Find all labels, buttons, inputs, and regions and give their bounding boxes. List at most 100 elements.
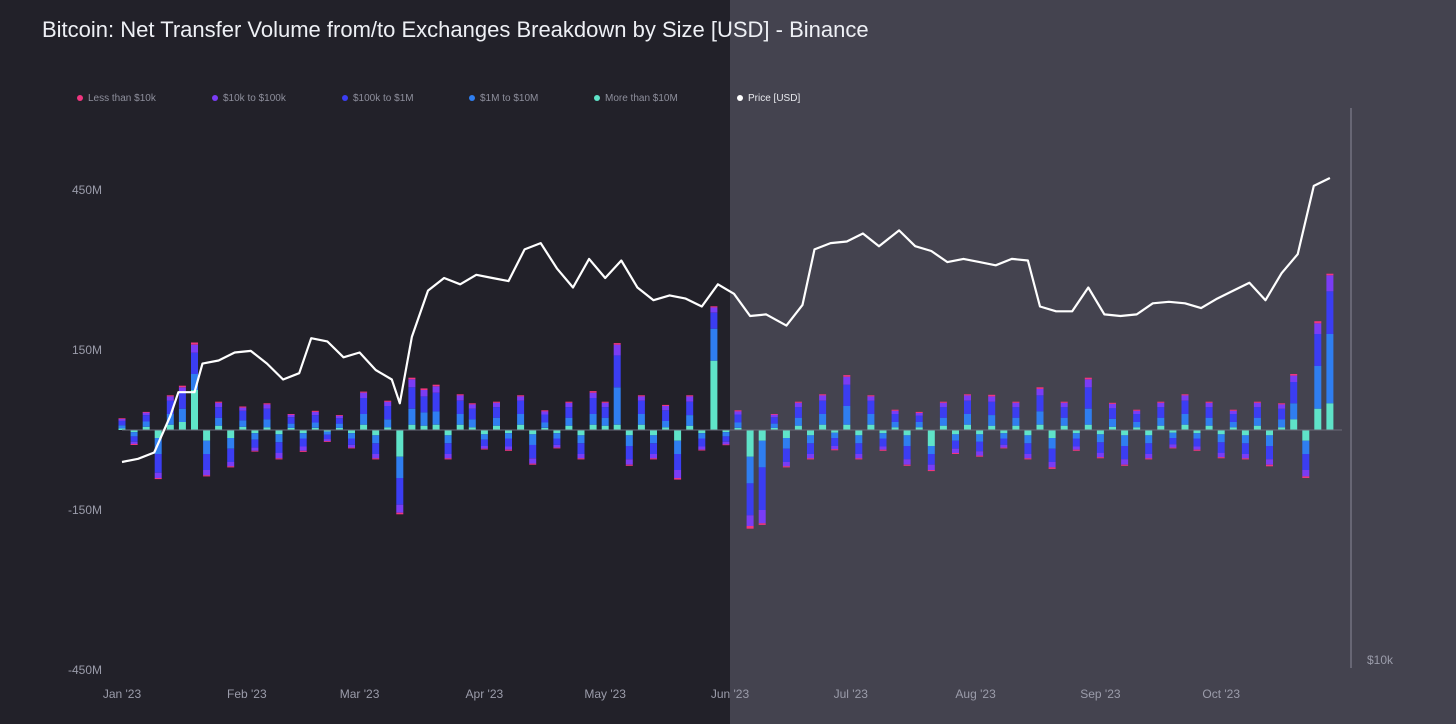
bar-segment-less_than_10k [819, 394, 827, 396]
bar-segment-1m_to_10m [879, 433, 887, 439]
bar-segment-more_than_10m [1024, 430, 1032, 436]
bar-segment-1m_to_10m [456, 414, 464, 425]
legend-label-less_than_10k[interactable]: Less than $10k [88, 93, 157, 104]
bar-segment-less_than_10k [154, 478, 162, 480]
bar-segment-1m_to_10m [505, 433, 512, 439]
bar-segment-1m_to_10m [517, 414, 525, 425]
bar-segment-100k_to_1m [166, 400, 174, 414]
legend-marker-100k_to_1m [342, 95, 348, 101]
bar-segment-100k_to_1m [988, 401, 996, 415]
bar-segment-100k_to_1m [1205, 407, 1213, 418]
bar-segment-10k_to_100k [637, 396, 645, 401]
bar-segment-more_than_10m [625, 430, 633, 436]
bar-segment-10k_to_100k [879, 446, 887, 450]
bar-segment-10k_to_100k [529, 458, 537, 464]
bar-segment-more_than_10m [420, 425, 428, 430]
bar-segment-1m_to_10m [1072, 433, 1080, 439]
bar-segment-10k_to_100k [1169, 444, 1177, 448]
y-tick-label: 450M [72, 183, 102, 197]
bar-segment-100k_to_1m [1024, 443, 1032, 454]
bar-segment-1m_to_10m [782, 438, 790, 449]
bar-segment-less_than_10k [1096, 457, 1104, 459]
bar-segment-more_than_10m [710, 360, 718, 430]
bar-segment-100k_to_1m [1133, 414, 1141, 422]
bar-segment-less_than_10k [758, 523, 766, 525]
bar-segment-more_than_10m [1253, 425, 1261, 430]
bar-segment-100k_to_1m [1217, 442, 1225, 453]
bar-segment-10k_to_100k [770, 414, 778, 418]
bar-segment-1m_to_10m [384, 419, 392, 428]
bar-segment-100k_to_1m [1302, 454, 1310, 470]
x-tick-label: Jun '23 [711, 687, 750, 701]
bar-segment-1m_to_10m [372, 435, 380, 444]
bar-segment-more_than_10m [348, 430, 355, 434]
bar-segment-less_than_10k [1290, 374, 1298, 376]
bar-segment-1m_to_10m [263, 419, 271, 428]
bar-segment-100k_to_1m [1012, 407, 1020, 418]
bar-segment-more_than_10m [215, 425, 223, 430]
bar-segment-more_than_10m [698, 430, 706, 434]
bar-segment-100k_to_1m [662, 410, 670, 421]
bar-segment-10k_to_100k [203, 470, 211, 476]
bar-segment-1m_to_10m [734, 422, 742, 428]
bar-segment-100k_to_1m [1084, 387, 1092, 409]
bar-segment-less_than_10k [348, 447, 355, 449]
bar-segment-1m_to_10m [927, 446, 935, 454]
bar-segment-1m_to_10m [577, 435, 585, 444]
bar-segment-1m_to_10m [903, 435, 911, 446]
legend-label-10k_to_100k[interactable]: $10k to $100k [223, 93, 287, 104]
bar-segment-1m_to_10m [601, 417, 609, 426]
bar-segment-less_than_10k [662, 404, 670, 406]
bar-segment-less_than_10k [1302, 476, 1310, 478]
bar-segment-less_than_10k [287, 414, 295, 415]
bar-segment-10k_to_100k [251, 447, 259, 451]
bar-segment-10k_to_100k [480, 446, 488, 449]
y-tick-label: 150M [72, 343, 102, 357]
legend-label-1m_to_10m[interactable]: $1M to $10M [480, 93, 538, 104]
bar-segment-more_than_10m [191, 390, 198, 430]
bar-segment-10k_to_100k [1193, 446, 1201, 450]
bar-segment-100k_to_1m [1036, 395, 1044, 412]
bar-segment-100k_to_1m [384, 406, 392, 420]
bar-segment-more_than_10m [722, 430, 730, 433]
bar-segment-100k_to_1m [565, 407, 573, 418]
bar-segment-10k_to_100k [178, 387, 186, 393]
legend-label-more_than_10m[interactable]: More than $10M [605, 93, 678, 104]
bar-segment-less_than_10k [1217, 457, 1225, 459]
bar-segment-less_than_10k [130, 443, 138, 445]
bar-segment-1m_to_10m [1060, 417, 1068, 426]
bar-segment-less_than_10k [1060, 401, 1068, 403]
bar-segment-10k_to_100k [722, 441, 730, 445]
bar-segment-10k_to_100k [493, 402, 500, 408]
bar-segment-100k_to_1m [1241, 443, 1249, 454]
bar-segment-more_than_10m [867, 424, 875, 430]
bar-segment-100k_to_1m [480, 439, 488, 446]
bar-segment-10k_to_100k [335, 415, 343, 419]
bar-segment-1m_to_10m [1169, 432, 1177, 438]
bar-segment-less_than_10k [891, 409, 899, 411]
bar-segment-1m_to_10m [722, 432, 730, 437]
bar-segment-more_than_10m [613, 424, 621, 430]
y-tick-label: -150M [68, 503, 102, 517]
bar-segment-less_than_10k [1181, 394, 1189, 396]
legend-label-price[interactable]: Price [USD] [748, 93, 800, 104]
bar-segment-10k_to_100k [601, 402, 609, 408]
bar-segment-1m_to_10m [1096, 434, 1104, 443]
legend-label-100k_to_1m[interactable]: $100k to $1M [353, 93, 414, 104]
bar-segment-1m_to_10m [1193, 433, 1201, 439]
bar-segment-less_than_10k [1205, 401, 1213, 403]
bar-segment-more_than_10m [360, 424, 368, 430]
bar-segment-less_than_10k [372, 458, 380, 460]
bar-segment-more_than_10m [819, 424, 827, 430]
bar-segment-10k_to_100k [758, 510, 766, 524]
bar-segment-10k_to_100k [275, 452, 283, 459]
bar-segment-more_than_10m [493, 425, 500, 430]
bar-segment-more_than_10m [1000, 430, 1008, 434]
bar-segment-less_than_10k [927, 470, 935, 472]
bar-segment-10k_to_100k [1157, 402, 1165, 408]
bar-segment-1m_to_10m [589, 414, 597, 425]
bar-segment-100k_to_1m [1157, 407, 1165, 418]
bar-segment-10k_to_100k [734, 411, 742, 415]
bar-segment-100k_to_1m [505, 438, 512, 447]
bar-segment-less_than_10k [1109, 402, 1116, 404]
